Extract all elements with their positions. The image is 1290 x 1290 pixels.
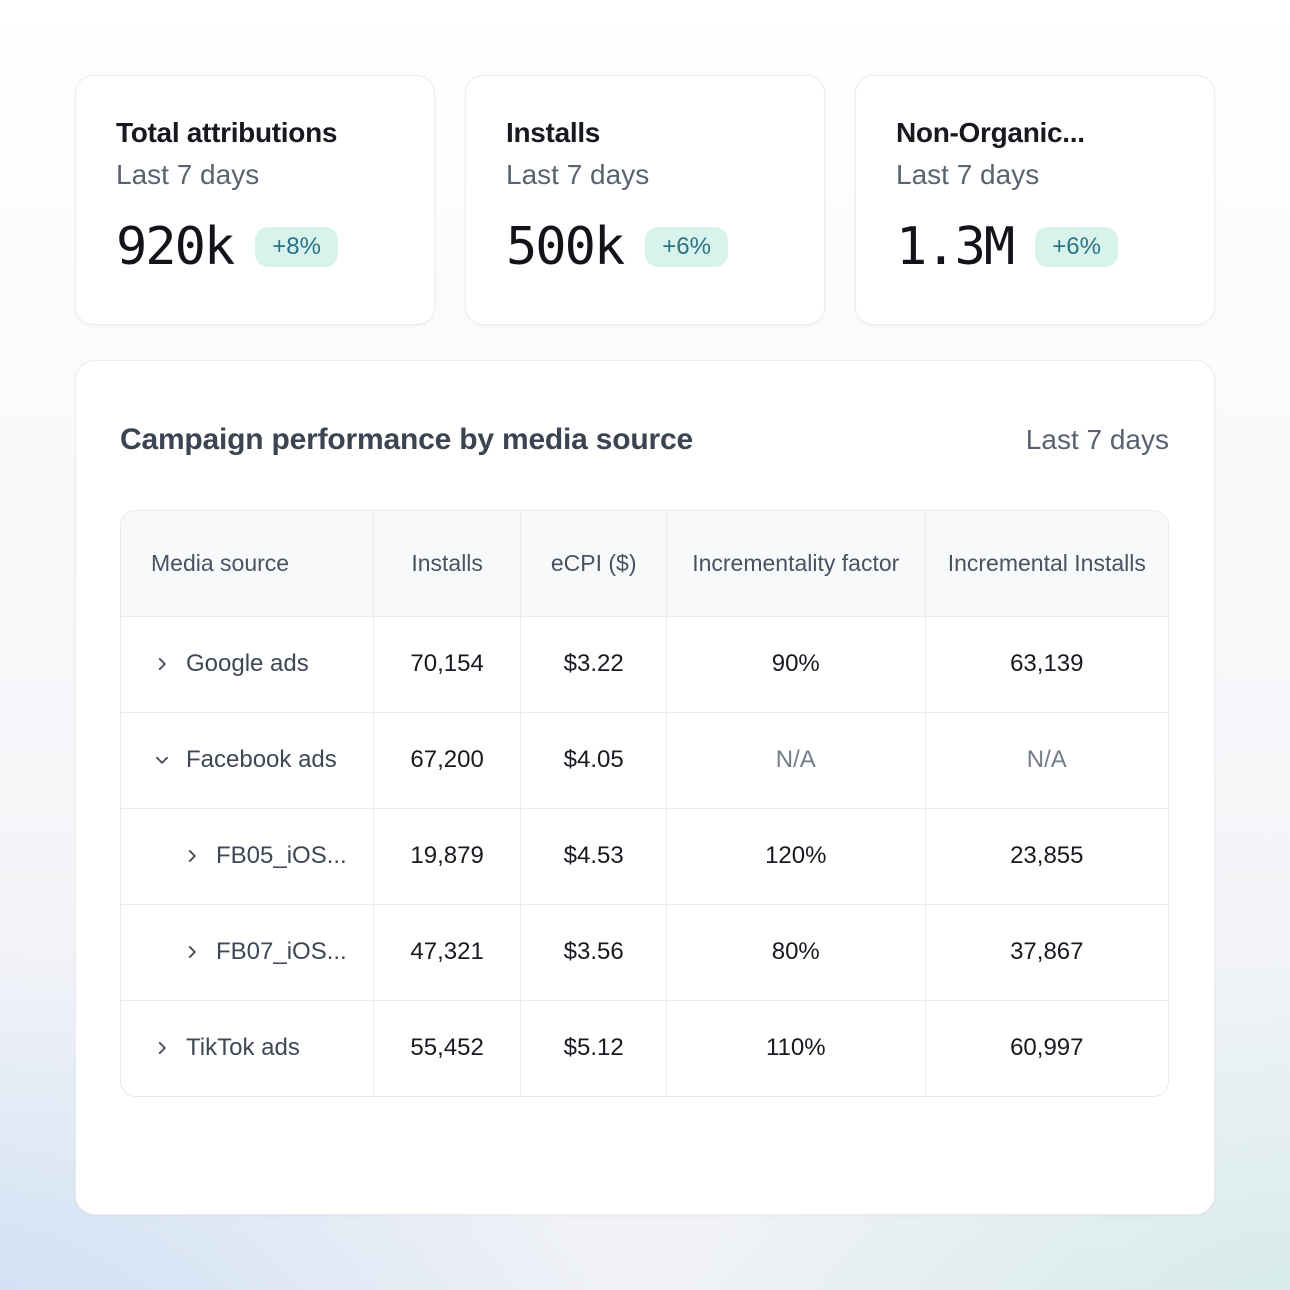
table-row-fb05-ios[interactable]: FB05_iOS... 19,879 $4.53 120% 23,855 (121, 807, 1168, 904)
kpi-period: Last 7 days (116, 159, 260, 191)
installs-cell: 47,321 (372, 903, 521, 1000)
media-source-label: TikTok ads (186, 1034, 300, 1062)
chevron-right-icon[interactable] (183, 847, 201, 865)
installs-cell: 19,879 (372, 807, 521, 904)
kpi-row: Total attributions Last 7 days 920k +8% … (75, 75, 1215, 325)
incremental-installs-cell: 23,855 (924, 807, 1168, 904)
media-source-label: Facebook ads (186, 746, 337, 773)
incremental-installs-cell: 60,997 (924, 999, 1168, 1096)
kpi-delta-badge: +6% (645, 226, 728, 268)
ecpi-cell: $4.05 (520, 711, 667, 808)
incremental-installs-cell: 37,867 (924, 903, 1168, 1000)
kpi-value: 1.3M (896, 217, 1015, 278)
incrementality-factor-cell: 80% (665, 903, 926, 1000)
incremental-installs-cell: 63,139 (924, 615, 1168, 712)
column-header-installs: Installs (372, 511, 521, 616)
ecpi-cell: $4.53 (520, 807, 667, 904)
campaign-performance-panel: Campaign performance by media source Las… (75, 360, 1215, 1215)
chevron-right-icon[interactable] (183, 943, 201, 961)
ecpi-cell: $3.22 (520, 615, 667, 712)
table-header-row: Media source Installs eCPI ($) Increment… (121, 511, 1168, 616)
kpi-delta-badge: +6% (1035, 226, 1118, 268)
chevron-right-icon[interactable] (153, 1039, 171, 1057)
table-row-google-ads[interactable]: Google ads 70,154 $3.22 90% 63,139 (121, 615, 1168, 712)
incrementality-factor-cell: 120% (665, 807, 926, 904)
kpi-period: Last 7 days (896, 159, 1040, 191)
installs-cell: 55,452 (372, 999, 521, 1096)
chevron-down-icon[interactable] (153, 751, 171, 769)
dashboard-page: Total attributions Last 7 days 920k +8% … (75, 75, 1215, 1215)
incremental-installs-cell: N/A (924, 711, 1168, 808)
panel-period: Last 7 days (1025, 424, 1169, 455)
installs-cell: 70,154 (372, 615, 521, 712)
kpi-value: 500k (506, 217, 625, 278)
kpi-delta-badge: +8% (255, 226, 338, 268)
kpi-title: Non-Organic... (896, 117, 1085, 148)
campaign-table: Media source Installs eCPI ($) Increment… (120, 510, 1169, 1097)
kpi-card-installs: Installs Last 7 days 500k +6% (465, 75, 825, 325)
kpi-metric-row: 500k +6% (506, 217, 786, 277)
incrementality-factor-cell: 90% (665, 615, 926, 712)
kpi-metric-row: 920k +8% (116, 217, 396, 277)
column-header-ecpi: eCPI ($) (520, 511, 667, 616)
kpi-title: Installs (506, 117, 601, 148)
incrementality-factor-cell: N/A (665, 711, 926, 808)
kpi-card-total-attributions: Total attributions Last 7 days 920k +8% (75, 75, 435, 325)
chevron-right-icon[interactable] (153, 655, 171, 673)
media-source-label: FB07_iOS... (216, 938, 347, 965)
installs-cell: 67,200 (372, 711, 521, 808)
kpi-period: Last 7 days (506, 159, 650, 191)
media-source-label: Google ads (186, 650, 309, 677)
kpi-card-non-organic: Non-Organic... Last 7 days 1.3M +6% (855, 75, 1215, 325)
panel-title: Campaign performance by media source (120, 423, 693, 456)
kpi-metric-row: 1.3M +6% (896, 217, 1176, 277)
kpi-value: 920k (116, 217, 235, 278)
table-row-fb07-ios[interactable]: FB07_iOS... 47,321 $3.56 80% 37,867 (121, 903, 1168, 1000)
table-row-tiktok-ads[interactable]: TikTok ads 55,452 $5.12 110% 60,997 (121, 999, 1168, 1096)
kpi-title: Total attributions (116, 117, 338, 148)
media-source-label: FB05_iOS... (216, 842, 347, 869)
ecpi-cell: $3.56 (520, 903, 667, 1000)
table-row-facebook-ads[interactable]: Facebook ads 67,200 $4.05 N/A N/A (121, 711, 1168, 808)
column-header-media-source: Media source (121, 511, 374, 616)
column-header-incrementality-factor: Incrementality factor (665, 511, 926, 616)
column-header-incremental-installs: Incremental Installs (924, 511, 1168, 616)
panel-header: Campaign performance by media source Las… (120, 423, 1169, 457)
ecpi-cell: $5.12 (520, 999, 667, 1096)
incrementality-factor-cell: 110% (665, 999, 926, 1096)
